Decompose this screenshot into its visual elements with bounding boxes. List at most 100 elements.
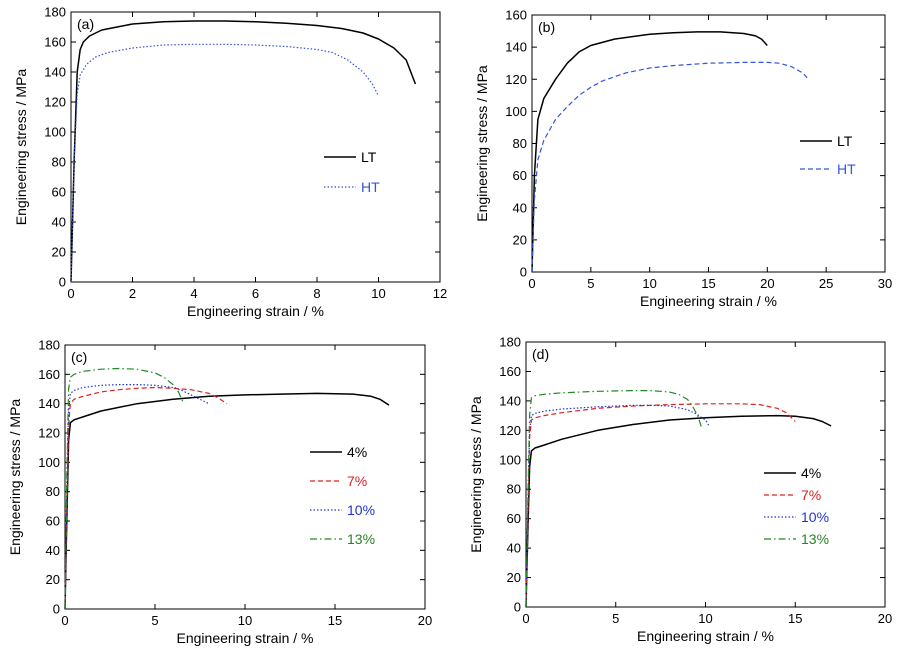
panel-d-legend: 4% 7% 10% 13%	[764, 465, 829, 547]
panel-a-y-tick-label: 60	[52, 185, 66, 200]
panel-b-y-tick-label: 160	[505, 8, 527, 23]
panel-a-y-tick-label: 0	[59, 275, 66, 290]
panel-b-y-tick-label: 20	[513, 232, 527, 247]
panel-c-legend-label: 7%	[347, 473, 367, 489]
panel-c-plot-frame	[64, 344, 426, 610]
panel-b-y-tick-label: 140	[505, 40, 527, 55]
panel-d-series-line-13pct	[525, 390, 703, 608]
panel-c-y-tick-label: 0	[53, 602, 60, 617]
panel-a-y-axis-title: Engineering stress / MPa	[13, 69, 29, 226]
panel-b-y-tick-label: 120	[505, 72, 527, 87]
panel-c-y-tick-label: 80	[46, 484, 60, 499]
panel-c-panel-label: (c)	[71, 349, 87, 365]
panel-b-y-axis-title: Engineering stress / MPa	[474, 65, 490, 222]
panel-c-x-tick-label: 10	[238, 613, 252, 628]
panel-a-y-tick-label: 100	[44, 125, 66, 140]
panel-d-y-tick-label: 120	[499, 423, 521, 438]
panel-a-x-tick-label: 10	[371, 286, 385, 301]
panel-a-x-tick-label: 8	[313, 286, 320, 301]
panel-b-y-tick-label: 80	[513, 136, 527, 151]
panel-a-y-tick-label: 20	[52, 245, 66, 260]
panel-d-y-tick-label: 20	[507, 570, 521, 585]
panel-d-x-tick-label: 20	[878, 611, 892, 626]
panel-c-legend: 4% 7% 10% 13%	[310, 444, 375, 547]
panel-c-series-line-13pct	[64, 367, 185, 610]
panel-d-y-tick-label: 80	[507, 482, 521, 497]
panel-c-x-tick-label: 20	[418, 613, 432, 628]
panel-b-y-tick-label: 0	[520, 265, 527, 280]
panel-c-x-tick-label: 15	[328, 613, 342, 628]
panel-c-legend-label: 10%	[347, 502, 375, 518]
panel-a-legend-label: HT	[361, 179, 380, 195]
panel-a-x-tick-label: 0	[67, 286, 74, 301]
panel-d-panel-label: (d)	[532, 346, 549, 362]
panel-b-x-tick-label: 0	[528, 276, 535, 291]
panel-a-x-tick-label: 6	[252, 286, 259, 301]
panel-b: 0 5 10 15 20 25 30 0 20 40 60 80 100 120 140 160 Enginee…	[474, 8, 892, 310]
panel-d-y-tick-label: 40	[507, 541, 521, 556]
panel-c-series-line-4pct	[64, 392, 390, 610]
panel-a-plot-frame	[70, 11, 441, 283]
panel-c-legend-label: 13%	[347, 531, 375, 547]
panel-a-series-line-lt	[70, 20, 417, 283]
panel-a-panel-label: (a)	[77, 16, 94, 32]
panel-c-y-tick-label: 100	[38, 455, 60, 470]
panel-b-y-tick-label: 100	[505, 104, 527, 119]
panel-c-y-tick-label: 180	[38, 338, 60, 353]
panel-c-x-axis-title: Engineering strain / %	[177, 630, 314, 646]
panel-a-y-tick-label: 180	[44, 5, 66, 20]
panel-b-x-tick-label: 30	[878, 276, 892, 291]
panel-a: 0 2 4 6 8 10 12020406080100120140160180Enginee…	[13, 5, 447, 320]
panel-d-legend-label: 4%	[801, 465, 821, 481]
panel-d-y-tick-label: 100	[499, 452, 521, 467]
panel-a-y-tick-label: 120	[44, 95, 66, 110]
panel-a-y-tick-label: 40	[52, 215, 66, 230]
panel-d-y-tick-label: 160	[499, 364, 521, 379]
panel-d-plot-frame	[525, 341, 886, 608]
panel-b-series-line-lt	[531, 31, 768, 273]
panel-c-y-tick-label: 60	[46, 514, 60, 529]
panel-b-plot-frame	[531, 14, 886, 273]
panel-d-y-tick-label: 60	[507, 511, 521, 526]
panel-d-y-axis-title: Engineering stress / MPa	[468, 396, 484, 553]
panel-a-y-tick-label: 140	[44, 65, 66, 80]
panel-b-x-axis-title: Engineering strain / %	[640, 293, 777, 309]
panel-c-y-tick-label: 140	[38, 396, 60, 411]
panel-a-y-tick-label: 80	[52, 155, 66, 170]
panel-d-series-line-4pct	[525, 414, 832, 608]
panel-a-x-axis-title: Engineering strain / %	[187, 303, 324, 319]
panel-d-legend-label: 10%	[801, 509, 829, 525]
panel-b-x-tick-label: 20	[760, 276, 774, 291]
panel-c-y-axis-title: Engineering stress / MPa	[7, 399, 23, 556]
panel-d: 0 5 10 15 20 0 20 40 60 80 100 120 140 160 180 Engineer…	[468, 335, 892, 645]
panel-a-legend-label: LT	[361, 149, 377, 165]
panel-b-x-tick-label: 10	[642, 276, 656, 291]
panel-b-x-tick-label: 25	[819, 276, 833, 291]
panel-d-y-tick-label: 0	[514, 600, 521, 615]
panel-d-x-tick-label: 0	[522, 611, 529, 626]
panel-c-y-tick-label: 120	[38, 426, 60, 441]
panel-d-y-tick-label: 140	[499, 393, 521, 408]
panel-d-x-tick-label: 10	[698, 611, 712, 626]
panel-c-legend-label: 4%	[347, 444, 367, 460]
panel-c-series-line-7pct	[64, 386, 228, 610]
panel-a-y-tick-label: 160	[44, 35, 66, 50]
panel-b-x-tick-label: 15	[701, 276, 715, 291]
panel-c-y-tick-label: 160	[38, 367, 60, 382]
panel-b-series-line-ht	[531, 61, 809, 273]
panel-c-y-tick-label: 40	[46, 543, 60, 558]
panel-b-x-tick-label: 5	[587, 276, 594, 291]
panel-d-y-tick-label: 180	[499, 335, 521, 350]
panel-a-x-tick-label: 2	[129, 286, 136, 301]
panel-b-panel-label: (b)	[538, 19, 555, 35]
panel-b-legend-label: LT	[837, 133, 853, 149]
panel-d-series-line-7pct	[525, 403, 796, 608]
panel-b-y-tick-label: 40	[513, 200, 527, 215]
panel-c-x-tick-label: 0	[61, 613, 68, 628]
panel-d-legend-label: 13%	[801, 531, 829, 547]
panel-d-legend-label: 7%	[801, 487, 821, 503]
panel-b-y-tick-label: 60	[513, 168, 527, 183]
panel-c-x-tick-label: 5	[151, 613, 158, 628]
